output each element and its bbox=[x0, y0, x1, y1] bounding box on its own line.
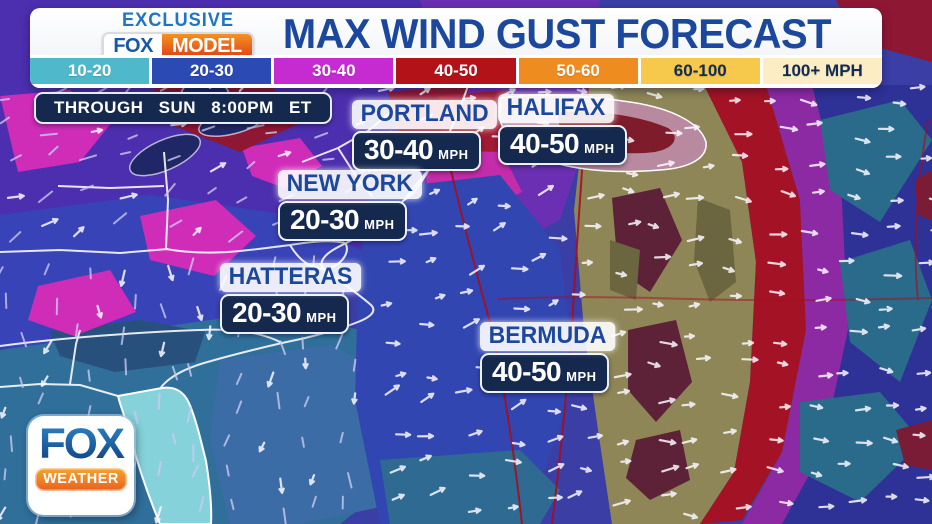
city-name: BERMUDA bbox=[480, 322, 616, 351]
callout-halifax: HALIFAX 40-50 MPH bbox=[498, 94, 627, 165]
city-name: PORTLAND bbox=[352, 100, 498, 129]
gust-unit: MPH bbox=[566, 369, 597, 384]
gust-value-badge: 40-50 MPH bbox=[498, 125, 627, 165]
fox-badge-text: FOX bbox=[104, 34, 162, 59]
gust-range: 20-30 bbox=[232, 297, 302, 328]
wind-barb-dashes bbox=[0, 80, 361, 524]
gust-unit: MPH bbox=[438, 147, 469, 162]
fox-model-logo: EXCLUSIVE FOX MODEL bbox=[80, 10, 276, 61]
legend-segment: 60-100 bbox=[640, 58, 760, 84]
model-badge-text: MODEL bbox=[161, 34, 252, 59]
gust-range: 40-50 bbox=[492, 356, 562, 387]
weather-logo-text: WEATHER bbox=[35, 468, 127, 491]
fox-logo-text: FOX bbox=[27, 421, 135, 467]
gust-unit: MPH bbox=[306, 310, 337, 325]
callout-hatteras: HATTERAS 20-30 MPH bbox=[220, 263, 367, 334]
page-title: MAX WIND GUST FORECAST bbox=[282, 10, 832, 57]
gust-value-badge: 40-50 MPH bbox=[480, 353, 609, 393]
callout-portland: PORTLAND 30-40 MPH bbox=[352, 100, 503, 171]
legend-segment: 100+ MPH bbox=[762, 58, 882, 84]
header-banner: EXCLUSIVE FOX MODEL MAX WIND GUST FORECA… bbox=[30, 8, 882, 88]
fox-model-badge: FOX MODEL bbox=[102, 32, 254, 61]
gust-range: 30-40 bbox=[364, 134, 434, 165]
fox-weather-logo: FOX WEATHER bbox=[28, 416, 134, 515]
gust-unit: MPH bbox=[364, 217, 395, 232]
legend-segment: 40-50 bbox=[396, 58, 516, 84]
legend-segment: 30-40 bbox=[274, 58, 394, 84]
exclusive-label: EXCLUSIVE bbox=[121, 10, 235, 31]
gust-unit: MPH bbox=[584, 141, 615, 156]
gust-value-badge: 30-40 MPH bbox=[352, 131, 481, 171]
legend-bar: 10-20 20-30 30-40 40-50 50-60 60-100 100+ MPH bbox=[30, 55, 882, 88]
timeframe-badge: THROUGH SUN 8:00PM ET bbox=[34, 92, 332, 124]
gust-value-badge: 20-30 MPH bbox=[278, 201, 407, 241]
city-name: HALIFAX bbox=[498, 94, 614, 123]
gust-range: 20-30 bbox=[290, 204, 360, 235]
legend-segment: 20-30 bbox=[152, 58, 272, 84]
callout-bermuda: BERMUDA 40-50 MPH bbox=[480, 322, 621, 393]
gust-value-badge: 20-30 MPH bbox=[220, 294, 349, 334]
gust-range: 40-50 bbox=[510, 128, 580, 159]
legend-segment: 50-60 bbox=[518, 58, 638, 84]
legend-segment: 10-20 bbox=[30, 58, 150, 84]
city-name: HATTERAS bbox=[220, 263, 362, 292]
city-name: NEW YORK bbox=[278, 170, 422, 199]
callout-new-york: NEW YORK 20-30 MPH bbox=[278, 170, 428, 241]
